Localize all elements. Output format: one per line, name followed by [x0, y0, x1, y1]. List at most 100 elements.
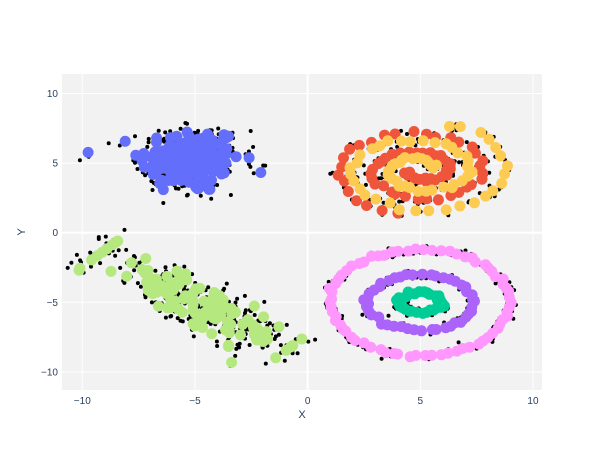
- black-point: [215, 183, 220, 187]
- series-4-point: [348, 175, 360, 187]
- series-2-point: [287, 340, 299, 351]
- black-point: [163, 315, 168, 320]
- series-4-point: [448, 179, 460, 191]
- black-point: [74, 252, 79, 257]
- black-point: [77, 158, 82, 163]
- black-point: [386, 313, 391, 318]
- series-5-point: [426, 244, 438, 256]
- series-2-point: [258, 311, 269, 323]
- series-4-point: [490, 142, 502, 153]
- series-4-point: [483, 133, 495, 145]
- series-1-point: [156, 174, 168, 186]
- series-5-point: [480, 259, 491, 271]
- black-point: [196, 128, 201, 133]
- black-point: [156, 128, 161, 133]
- series-4-point: [454, 121, 466, 133]
- series-5-point: [444, 245, 456, 257]
- black-point: [326, 279, 331, 284]
- series-1-point: [230, 151, 242, 163]
- series-1-point: [82, 146, 94, 158]
- series-2-point: [270, 352, 282, 364]
- series-4-point: [382, 135, 394, 147]
- series-3-point: [465, 179, 477, 191]
- y-tick-label: −10: [41, 367, 58, 378]
- series-2-point: [242, 314, 254, 326]
- series-4-point: [454, 200, 466, 212]
- x-axis-ticks: −10 −5 0 5 10: [74, 396, 539, 407]
- series-3-point: [408, 126, 420, 137]
- series-4-point: [423, 205, 435, 217]
- series-2-point: [86, 254, 98, 266]
- black-point: [237, 345, 242, 350]
- colored-points-layer: [73, 120, 517, 368]
- black-point: [169, 314, 174, 318]
- series-1-point: [151, 132, 163, 144]
- black-point: [209, 196, 214, 201]
- black-point: [137, 260, 142, 265]
- series-3-point: [353, 139, 365, 151]
- black-point: [233, 353, 238, 358]
- series-1-point: [201, 153, 213, 165]
- series-6-point: [416, 325, 427, 337]
- series-2-point: [126, 257, 137, 269]
- black-point: [243, 308, 248, 313]
- series-2-point: [187, 304, 199, 316]
- black-point: [313, 337, 318, 342]
- black-point: [379, 176, 383, 181]
- series-1-point: [221, 132, 233, 143]
- black-point: [88, 250, 93, 255]
- series-2-point: [273, 321, 285, 333]
- black-point: [272, 337, 277, 341]
- series-5-point: [464, 341, 476, 353]
- black-point: [261, 163, 266, 168]
- black-point: [263, 361, 268, 366]
- series-4-point: [440, 204, 452, 216]
- series-4-point: [502, 160, 513, 172]
- series-4-point: [410, 205, 422, 217]
- black-point: [122, 227, 127, 232]
- black-point: [161, 201, 166, 205]
- series-5-point: [503, 301, 515, 313]
- series-2-point: [147, 288, 159, 300]
- series-4-point: [367, 143, 378, 155]
- series-4-point: [412, 185, 424, 197]
- series-1-point: [207, 166, 219, 177]
- black-point: [78, 258, 83, 263]
- black-point: [237, 341, 242, 346]
- black-point: [397, 199, 402, 204]
- black-point: [168, 129, 173, 134]
- series-5-point: [402, 245, 414, 257]
- black-point: [306, 339, 311, 344]
- series-2-point: [207, 292, 219, 304]
- series-6-point: [417, 268, 428, 280]
- series-1-point: [183, 130, 195, 141]
- black-point: [135, 167, 140, 171]
- series-5-point: [380, 347, 392, 359]
- series-3-point: [477, 155, 489, 167]
- series-1-point: [145, 162, 157, 174]
- series-3-point: [351, 195, 362, 207]
- series-5-point: [459, 251, 471, 263]
- black-point: [295, 351, 300, 356]
- black-point: [106, 141, 111, 146]
- series-2-point: [251, 329, 263, 341]
- black-point: [89, 264, 93, 269]
- series-4-point: [393, 204, 405, 216]
- series-4-point: [359, 189, 371, 201]
- series-4-point: [384, 197, 396, 209]
- black-point: [251, 145, 256, 149]
- x-tick-label: −10: [74, 396, 91, 407]
- series-2-point: [142, 279, 154, 291]
- y-tick-label: 10: [47, 89, 59, 100]
- series-1-point: [145, 151, 157, 163]
- series-2-point: [171, 265, 183, 277]
- series-2-point: [197, 322, 208, 333]
- black-point: [145, 144, 150, 149]
- series-3-point: [344, 143, 356, 155]
- black-point: [224, 281, 229, 286]
- series-2-point: [226, 308, 238, 320]
- black-point: [206, 285, 211, 290]
- black-point: [175, 316, 180, 321]
- series-3-point: [378, 180, 390, 192]
